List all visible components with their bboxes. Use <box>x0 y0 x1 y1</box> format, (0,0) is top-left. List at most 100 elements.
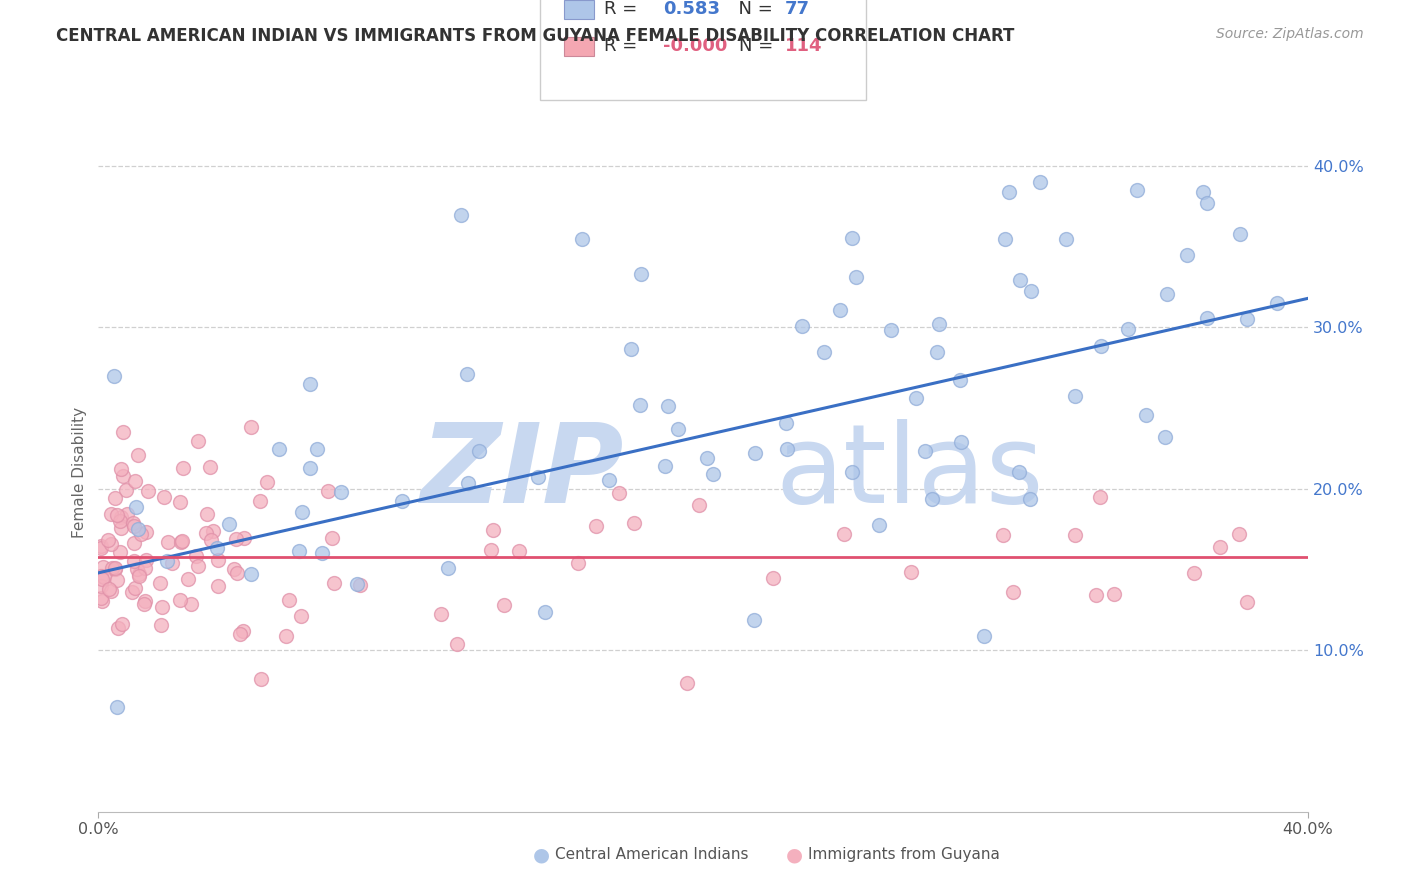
Point <box>654 458 676 473</box>
Point <box>135 525 157 540</box>
Point <box>329 485 352 500</box>
Text: ZIP: ZIP <box>420 419 624 526</box>
Point <box>91 594 114 608</box>
Point <box>311 547 333 561</box>
Point <box>232 624 254 639</box>
Point <box>225 532 247 546</box>
Point <box>111 617 134 632</box>
Point <box>149 618 172 632</box>
Point <box>93 570 115 584</box>
Point <box>115 508 138 522</box>
Point <box>240 420 263 434</box>
Point <box>249 673 271 687</box>
Point <box>1182 566 1205 581</box>
Point <box>90 591 112 605</box>
Point <box>391 494 413 508</box>
Point <box>107 621 129 635</box>
Point <box>205 541 228 555</box>
Point <box>762 571 785 585</box>
Text: -0.000: -0.000 <box>664 37 727 55</box>
Point <box>321 531 343 545</box>
Point <box>450 207 472 221</box>
Point <box>127 448 149 462</box>
Point <box>429 607 451 622</box>
Point <box>290 609 312 624</box>
Point <box>124 554 146 568</box>
Point <box>482 523 505 537</box>
Point <box>127 562 149 576</box>
Point <box>1001 585 1024 599</box>
FancyBboxPatch shape <box>564 37 595 56</box>
Point <box>90 541 112 555</box>
Point <box>775 416 797 430</box>
Point <box>1195 195 1218 210</box>
Point <box>104 491 127 505</box>
Point <box>108 545 131 559</box>
Point <box>921 491 943 506</box>
Point <box>111 425 134 440</box>
Point <box>1192 186 1215 200</box>
Point <box>776 442 799 457</box>
Point <box>134 561 156 575</box>
Point <box>1156 287 1178 301</box>
FancyBboxPatch shape <box>540 0 866 100</box>
Point <box>1267 296 1289 310</box>
Point <box>277 593 299 607</box>
Point <box>90 572 112 586</box>
Point <box>121 584 143 599</box>
Point <box>233 531 256 545</box>
Point <box>349 578 371 592</box>
Y-axis label: Female Disability: Female Disability <box>72 407 87 539</box>
Point <box>744 613 766 627</box>
Point <box>1063 389 1085 403</box>
Text: N =: N = <box>740 37 779 55</box>
Point <box>1063 528 1085 542</box>
Point <box>187 434 209 449</box>
Point <box>124 474 146 488</box>
Point <box>115 483 138 498</box>
Point <box>187 558 209 573</box>
Point <box>914 444 936 458</box>
Point <box>195 507 218 521</box>
Point <box>172 460 194 475</box>
Point <box>1126 183 1149 197</box>
Text: ●: ● <box>533 845 550 864</box>
Point <box>249 493 271 508</box>
Point <box>526 470 548 484</box>
Point <box>1019 284 1042 298</box>
Point <box>571 232 593 246</box>
Point <box>104 562 127 576</box>
Point <box>170 534 193 549</box>
Point <box>446 637 468 651</box>
Point <box>100 584 122 599</box>
Text: 77: 77 <box>785 0 810 18</box>
Point <box>169 593 191 607</box>
Point <box>832 527 855 541</box>
Point <box>157 535 180 549</box>
Point <box>657 400 679 414</box>
Point <box>299 376 322 391</box>
Point <box>112 469 135 483</box>
Point <box>1088 491 1111 505</box>
Point <box>148 576 170 591</box>
Point <box>1209 540 1232 554</box>
Point <box>628 399 651 413</box>
Point <box>316 483 339 498</box>
Point <box>198 459 221 474</box>
Point <box>97 582 120 597</box>
Point <box>1116 322 1139 336</box>
Point <box>122 516 145 530</box>
Point <box>90 579 112 593</box>
Point <box>105 699 128 714</box>
Point <box>346 577 368 591</box>
Text: R =: R = <box>603 0 643 18</box>
Point <box>291 505 314 519</box>
Point <box>467 444 489 458</box>
Point <box>124 519 146 533</box>
Point <box>928 318 950 332</box>
Text: 114: 114 <box>785 37 823 55</box>
Point <box>274 629 297 643</box>
Point <box>1195 311 1218 326</box>
Point <box>630 267 652 281</box>
Point <box>90 539 112 553</box>
